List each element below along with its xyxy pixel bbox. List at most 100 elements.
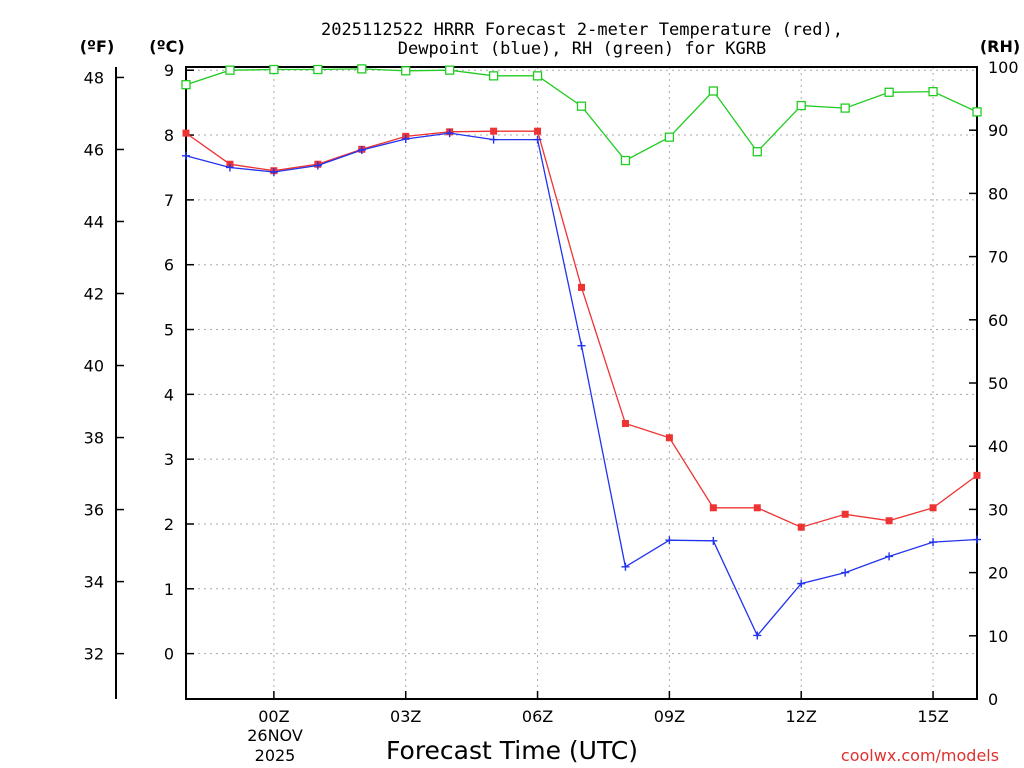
temperature-point — [709, 504, 717, 512]
rh-point — [401, 66, 411, 76]
date-label-year: 2025 — [255, 746, 296, 765]
dewpoint-point — [401, 134, 410, 143]
grid-lines — [186, 67, 977, 699]
rh-point — [181, 80, 191, 90]
fahrenheit-tick-label: 38 — [84, 429, 104, 448]
x-axis-label: Forecast Time (UTC) — [386, 736, 638, 765]
rh-point — [664, 132, 675, 142]
temperature-point — [885, 517, 893, 525]
rh-point — [269, 64, 279, 75]
dewpoint-point — [489, 135, 498, 144]
dewpoint-point — [841, 568, 850, 577]
dewpoint-line — [185, 132, 978, 637]
rh-point — [576, 101, 587, 111]
plot-frame — [185, 66, 978, 700]
rh-tick-label: 60 — [988, 311, 1008, 330]
rh-point — [796, 100, 806, 111]
dewpoint-point — [753, 631, 762, 640]
temperature-point — [490, 127, 498, 135]
rh-point — [225, 65, 235, 75]
series-temperature — [182, 127, 981, 531]
temperature-point — [973, 471, 981, 479]
celsius-tick-label: 5 — [164, 321, 174, 340]
rh-point — [313, 64, 323, 75]
temperature-point — [797, 523, 805, 531]
chart-title: 2025112522 HRRR Forecast 2-meter Tempera… — [321, 20, 843, 40]
rh-point — [357, 64, 367, 74]
rh-tick-label: 100 — [988, 58, 1019, 77]
x-tick-label: 09Z — [654, 707, 685, 726]
temperature-point — [621, 420, 629, 428]
fahrenheit-tick-label: 34 — [84, 573, 104, 592]
dewpoint-point — [225, 163, 234, 172]
rh-point — [972, 107, 982, 117]
celsius-tick-label: 7 — [164, 191, 174, 210]
temperature-point — [665, 434, 673, 442]
dewpoint-point — [973, 535, 981, 544]
dewpoint-point — [357, 145, 366, 154]
fahrenheit-tick-label: 44 — [84, 212, 104, 231]
fahrenheit-tick-label: 32 — [84, 645, 104, 664]
rh-tick-label: 0 — [988, 690, 998, 709]
series-dewpoint — [182, 129, 981, 640]
rh-point — [884, 87, 894, 97]
rh-point — [488, 71, 499, 81]
dewpoint-point — [621, 562, 630, 571]
rh-tick-label: 70 — [988, 248, 1008, 267]
temperature-point — [578, 283, 585, 291]
temperature-point — [534, 127, 542, 135]
temperature-point — [841, 510, 849, 518]
rh-tick-label: 80 — [988, 184, 1008, 203]
dewpoint-point — [445, 129, 454, 138]
rh-point — [708, 86, 718, 96]
dewpoint-point — [709, 536, 718, 545]
temperature-point — [753, 504, 761, 512]
fahrenheit-tick-label: 46 — [84, 140, 104, 159]
credit-link[interactable]: coolwx.com/models — [841, 746, 999, 765]
celsius-tick-label: 2 — [164, 515, 174, 534]
dewpoint-point — [577, 341, 586, 350]
x-tick-label: 03Z — [390, 707, 421, 726]
dewpoint-point — [797, 579, 806, 588]
rh-point — [840, 103, 850, 113]
rh-unit-label: (RH) — [980, 37, 1020, 56]
tick-labels: 0123456789323436384042444648010203040506… — [84, 58, 1019, 726]
fahrenheit-tick-label: 40 — [84, 357, 104, 376]
x-tick-label: 15Z — [917, 707, 948, 726]
x-tick-label: 00Z — [258, 707, 289, 726]
rh-tick-label: 20 — [988, 564, 1008, 583]
fahrenheit-tick-label: 36 — [84, 501, 104, 520]
rh-line — [185, 68, 978, 162]
dewpoint-point — [182, 151, 190, 160]
data-series — [181, 64, 982, 640]
fahrenheit-unit-label: (ºF) — [80, 37, 115, 56]
rh-tick-label: 30 — [988, 500, 1008, 519]
rh-point — [445, 65, 455, 75]
celsius-tick-label: 1 — [164, 580, 174, 599]
fahrenheit-tick-label: 42 — [84, 285, 104, 304]
x-tick-label: 12Z — [786, 707, 817, 726]
rh-tick-label: 50 — [988, 374, 1008, 393]
dewpoint-point — [885, 552, 894, 561]
celsius-tick-label: 8 — [164, 126, 174, 145]
celsius-unit-label: (ºC) — [149, 37, 184, 56]
dewpoint-point — [929, 538, 938, 547]
dewpoint-point — [533, 135, 542, 144]
celsius-tick-label: 4 — [164, 385, 174, 404]
dewpoint-point — [665, 536, 674, 545]
celsius-tick-label: 3 — [164, 450, 174, 469]
temperature-point — [929, 504, 937, 512]
rh-point — [532, 71, 543, 81]
rh-point — [620, 155, 631, 166]
rh-tick-label: 90 — [988, 121, 1008, 140]
series-rh — [181, 64, 982, 166]
rh-point — [752, 147, 762, 157]
fahrenheit-tick-label: 48 — [84, 68, 104, 87]
rh-tick-label: 40 — [988, 437, 1008, 456]
date-label-day: 26NOV — [247, 726, 303, 745]
chart-subtitle: Dewpoint (blue), RH (green) for KGRB — [398, 39, 766, 59]
celsius-tick-label: 6 — [164, 256, 174, 275]
celsius-tick-label: 0 — [164, 645, 174, 664]
dewpoint-point — [313, 161, 322, 170]
